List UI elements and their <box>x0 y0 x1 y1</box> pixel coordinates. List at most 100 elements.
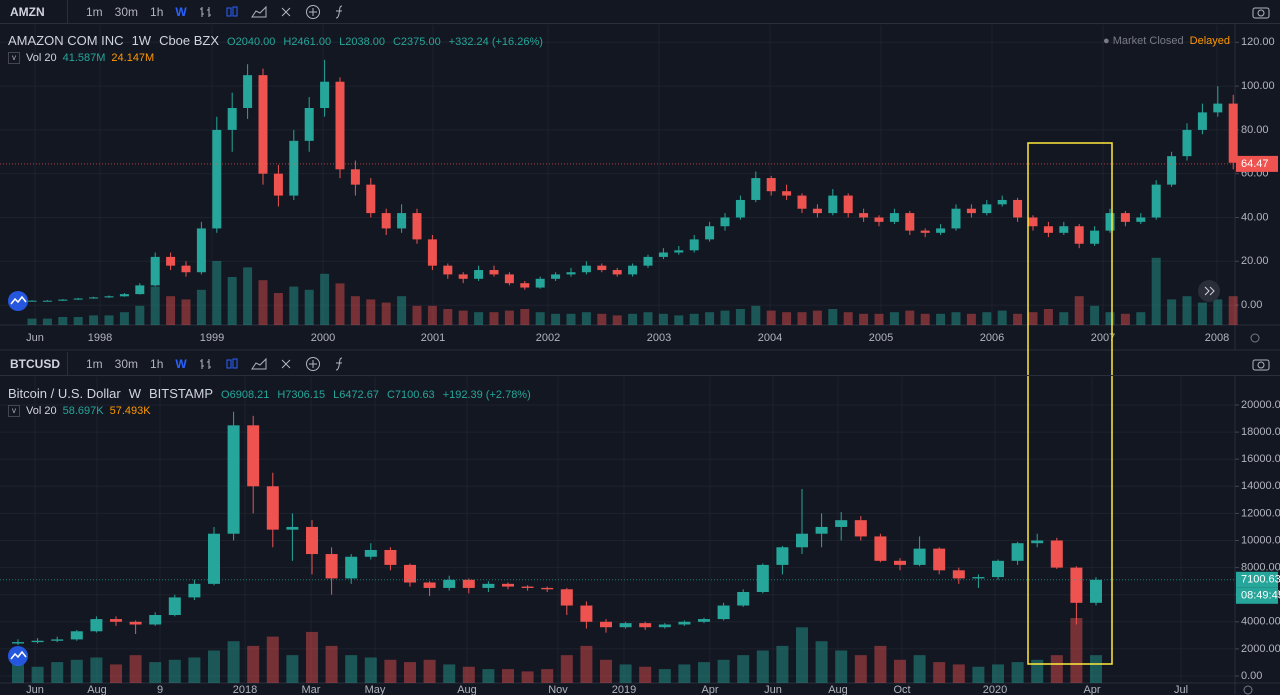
candle-body <box>560 589 573 606</box>
interval[interactable]: W <box>175 356 187 371</box>
add-icon[interactable] <box>305 4 321 20</box>
candle-body <box>1059 226 1069 233</box>
volume-bar <box>541 669 554 683</box>
ohlc-value: H7306.15 <box>277 389 326 401</box>
volume-bar <box>266 636 279 683</box>
candles-icon[interactable] <box>225 5 239 19</box>
interval[interactable]: W <box>175 4 187 19</box>
x-tick-label: 2000 <box>311 332 335 344</box>
candle-body <box>381 213 391 229</box>
delay: Delayed <box>1189 35 1230 47</box>
collapse-button[interactable]: v <box>8 52 20 64</box>
volume-bar <box>462 666 475 683</box>
settings-icon[interactable] <box>1250 333 1260 343</box>
y-tick-label: 80.00 <box>1241 124 1269 136</box>
volume-ma: 57.493K <box>109 405 151 417</box>
candles-icon[interactable] <box>225 357 239 371</box>
volume-bar <box>474 312 484 325</box>
interval[interactable]: 1h <box>150 4 164 19</box>
camera-icon[interactable] <box>1252 357 1270 371</box>
candle-body <box>933 548 946 571</box>
indicator-icon[interactable] <box>333 4 347 20</box>
volume-bar <box>997 310 1007 325</box>
candle-body <box>42 300 52 302</box>
volume-bar <box>1197 302 1207 325</box>
compare-icon[interactable] <box>279 5 293 19</box>
area-icon[interactable] <box>250 5 267 19</box>
candle-body <box>889 213 899 222</box>
candle-body <box>458 274 468 279</box>
volume-bar <box>1074 296 1084 325</box>
compare-icon[interactable] <box>279 357 293 371</box>
interval[interactable]: 1h <box>150 356 164 371</box>
candle-body <box>735 199 745 218</box>
volume-bar <box>110 664 122 683</box>
y-tick-label: 120.00 <box>1241 36 1275 48</box>
volume-bar <box>306 631 318 683</box>
volume-bar <box>212 261 222 325</box>
status-text: ● Market Closed <box>1103 35 1184 47</box>
volume-bar <box>894 659 906 683</box>
volume-bar <box>320 273 330 325</box>
candle-body <box>520 283 530 288</box>
volume-bar <box>412 305 422 325</box>
add-icon[interactable] <box>305 356 321 372</box>
candle-body <box>135 285 145 295</box>
volume-bar <box>639 666 652 683</box>
y-tick-label: 18000.00 <box>1241 426 1280 438</box>
symbol[interactable]: BTCUSD <box>0 351 68 376</box>
volume-bar <box>1228 296 1238 325</box>
volume-bar <box>27 318 37 325</box>
indicator-icon[interactable] <box>333 356 347 372</box>
candle-body <box>843 195 853 214</box>
volume-bar <box>1167 299 1177 325</box>
candle-body <box>320 81 330 108</box>
area-icon[interactable] <box>250 357 267 371</box>
volume-bar <box>905 310 915 325</box>
x-tick-label: 2004 <box>758 332 782 344</box>
ohlc-value: O2040.00 <box>227 36 276 48</box>
candle-body <box>535 278 545 288</box>
candle-body <box>462 579 475 588</box>
bars-icon[interactable] <box>199 357 213 371</box>
x-tick-label: Jul <box>1174 684 1188 695</box>
candle-body <box>1182 129 1192 157</box>
volume-bar <box>854 655 867 683</box>
interval[interactable]: 30m <box>114 4 139 19</box>
volume-bar <box>521 671 534 683</box>
collapse-button[interactable]: v <box>8 405 20 417</box>
volume-bar <box>874 645 887 683</box>
volume-bar <box>1136 312 1146 325</box>
volume-bar <box>1011 662 1024 683</box>
volume-bar <box>384 659 397 683</box>
volume-bar <box>735 309 745 325</box>
symbol[interactable]: AMZN <box>0 0 68 24</box>
candle-body <box>698 619 710 622</box>
volume-bar <box>597 313 607 325</box>
x-tick-label: Aug <box>87 684 107 695</box>
legend-interval: 1W <box>131 33 152 48</box>
ohlc-value: H2461.00 <box>283 36 332 48</box>
volume-bar <box>196 289 206 325</box>
interval[interactable]: 1m <box>86 356 103 371</box>
volume-bar <box>188 657 201 683</box>
interval[interactable]: 1m <box>86 4 103 19</box>
volume-bar <box>289 286 299 325</box>
volume-bar <box>51 662 64 683</box>
price-tag-label: 7100.63 <box>1241 574 1280 586</box>
camera-icon[interactable] <box>1252 5 1270 19</box>
x-tick-label: Mar <box>302 684 321 695</box>
candle-body <box>854 520 867 537</box>
x-tick-label: 2001 <box>421 332 445 344</box>
x-tick-label: 2005 <box>869 332 893 344</box>
interval[interactable]: 30m <box>114 356 139 371</box>
volume-bar <box>982 312 992 325</box>
volume-bar <box>1120 313 1130 325</box>
volume-bar <box>797 312 807 325</box>
y-tick-label: 20000.00 <box>1241 399 1280 411</box>
bars-icon[interactable] <box>199 5 213 19</box>
x-tick-label: 2008 <box>1205 332 1229 344</box>
candle-body <box>658 624 671 628</box>
settings-icon[interactable] <box>1243 685 1253 695</box>
